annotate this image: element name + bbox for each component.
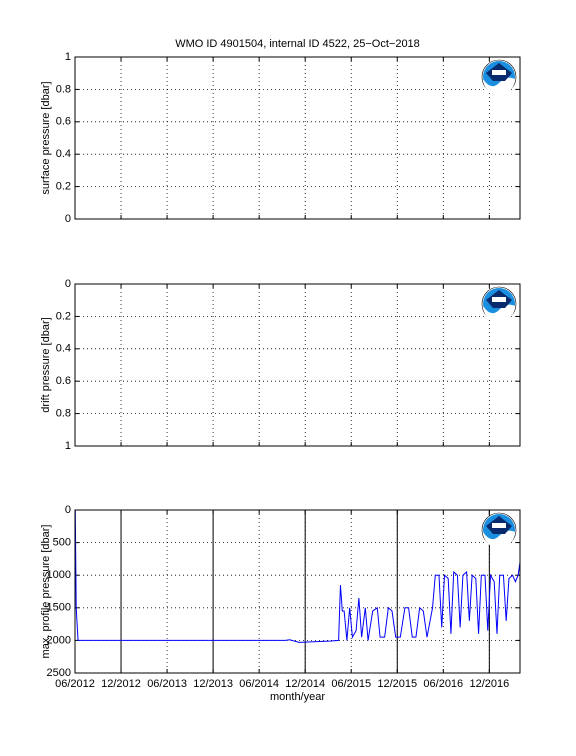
data-line (74, 509, 521, 643)
y-tick-label: 0.6 (56, 116, 71, 128)
noaa-logo (481, 512, 517, 548)
x-tick-label: 06/2014 (239, 678, 279, 690)
axes-frame (74, 56, 521, 220)
y-tick-label: 0.6 (56, 375, 71, 387)
axes-frame (74, 283, 521, 447)
y-tick-label: 0.8 (56, 408, 71, 420)
y-tick-label: 0.2 (56, 181, 71, 193)
y-axis-label: drift pressure [dbar] (40, 317, 52, 412)
plot-area (75, 57, 520, 219)
y-tick-label: 500 (53, 537, 71, 549)
noaa-logo (481, 59, 517, 95)
logo-band (492, 297, 506, 302)
x-tick-label: 12/2016 (469, 678, 509, 690)
y-tick-label: 0.4 (56, 148, 71, 160)
plot-area (75, 510, 520, 673)
x-tick-label: 12/2014 (285, 678, 325, 690)
y-axis-label: surface pressure [dbar] (40, 81, 52, 194)
logo-wave (483, 77, 515, 95)
y-tick-label: 0.8 (56, 83, 71, 95)
noaa-logo (481, 286, 517, 322)
y-tick-label: 0 (65, 213, 71, 225)
y-tick-label: 1 (65, 440, 71, 452)
y-tick-label: 2000 (47, 634, 71, 646)
logo-band (492, 70, 506, 75)
y-tick-label: 0.4 (56, 343, 71, 355)
plot-area (75, 284, 520, 446)
logo-wave (483, 530, 515, 548)
x-tick-label: 06/2012 (55, 678, 95, 690)
x-tick-label: 12/2012 (101, 678, 141, 690)
y-tick-label: 2500 (47, 667, 71, 679)
x-tick-label: 06/2016 (423, 678, 463, 690)
x-axis-label: month/year (270, 691, 325, 703)
x-tick-label: 06/2013 (147, 678, 187, 690)
y-tick-label: 0 (65, 278, 71, 290)
x-tick-label: 12/2013 (193, 678, 233, 690)
logo-wave (483, 304, 515, 322)
y-tick-label: 0 (65, 504, 71, 516)
x-tick-label: 06/2015 (331, 678, 371, 690)
y-tick-label: 1 (65, 51, 71, 63)
x-tick-label: 12/2015 (377, 678, 417, 690)
y-axis-label: max. profile pressure [dbar] (40, 525, 52, 659)
y-tick-label: 0.2 (56, 310, 71, 322)
chart-title: WMO ID 4901504, internal ID 4522, 25−Oct… (175, 38, 420, 50)
y-tick-label: 1000 (47, 569, 71, 581)
logo-band (492, 523, 506, 528)
axes-frame (74, 509, 521, 674)
y-tick-label: 1500 (47, 602, 71, 614)
